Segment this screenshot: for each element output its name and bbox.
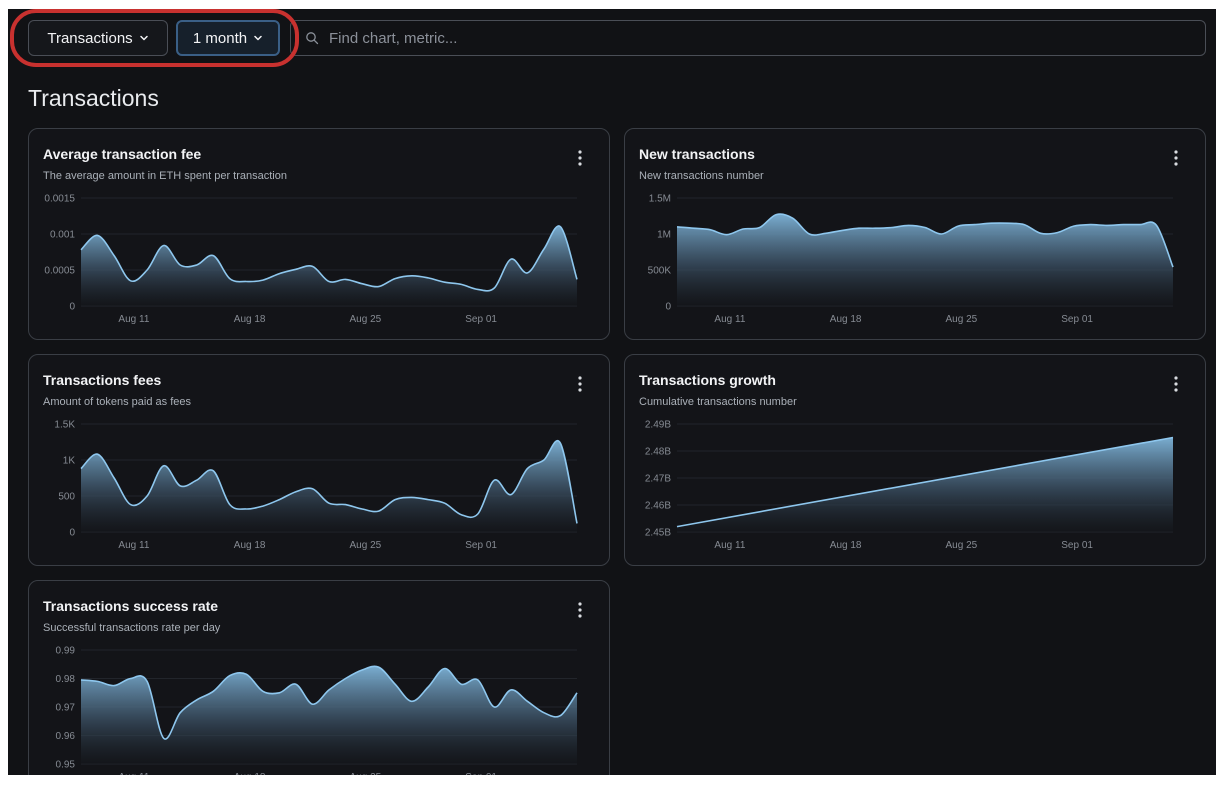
y-tick-label: 0.99 xyxy=(56,646,76,657)
app-frame: Transactions 1 month Transactions Averag… xyxy=(8,9,1216,775)
x-tick-label: Aug 11 xyxy=(118,314,149,325)
series-area xyxy=(677,437,1173,532)
series-line xyxy=(676,213,1174,268)
chart-card-transactions-success-rate: Transactions success rate Successful tra… xyxy=(28,580,610,775)
chart-transactions-success-rate: 0.95 0.96 0.97 0.98 0.99 Aug 11 Aug 18 Aug 25 Se… xyxy=(56,646,578,775)
more-options-icon[interactable] xyxy=(1173,149,1179,167)
y-tick-label: 0.95 xyxy=(56,760,76,771)
chart-card-average-transaction-fee: Average transaction fee The average amou… xyxy=(28,128,610,340)
x-tick-label: Sep 01 xyxy=(1061,314,1093,325)
x-tick-label: Aug 18 xyxy=(234,540,266,551)
x-tick-label: Aug 18 xyxy=(234,772,266,775)
toolbar: Transactions 1 month xyxy=(8,9,1216,69)
x-tick-label: Aug 18 xyxy=(830,314,862,325)
y-tick-label: 2.49B xyxy=(645,420,671,431)
page-title: Transactions xyxy=(28,85,159,111)
y-tick-label: 2.45B xyxy=(645,528,671,539)
y-tick-label: 0.0015 xyxy=(44,194,75,205)
search-input[interactable] xyxy=(329,29,1189,47)
series-area xyxy=(81,440,577,532)
y-tick-label: 0.0005 xyxy=(44,266,75,277)
card-subtitle: Cumulative transactions number xyxy=(639,396,797,408)
x-tick-label: Aug 11 xyxy=(714,540,745,551)
x-tick-label: Aug 18 xyxy=(234,314,266,325)
y-tick-label: 0.96 xyxy=(56,731,76,742)
series-line xyxy=(676,436,1174,528)
y-tick-label: 1.5M xyxy=(649,194,671,205)
chart-transactions-growth: 2.45B 2.46B 2.47B 2.48B 2.49B Aug 11 Aug 18 Aug… xyxy=(645,420,1174,551)
series-line xyxy=(80,225,578,292)
x-tick-label: Aug 25 xyxy=(350,772,382,775)
more-options-icon[interactable] xyxy=(577,375,583,393)
x-tick-label: Sep 01 xyxy=(1061,540,1093,551)
y-tick-label: 1M xyxy=(657,230,671,241)
y-tick-label: 0 xyxy=(665,302,671,313)
y-tick-label: 2.47B xyxy=(645,474,671,485)
chart-transactions-fees: 0 500 1K 1.5K Aug 11 Aug 18 Aug 25 Sep 01 xyxy=(54,420,578,551)
category-dropdown-label: Transactions xyxy=(47,29,133,47)
x-tick-label: Aug 25 xyxy=(350,540,382,551)
y-tick-label: 0 xyxy=(69,302,75,313)
y-tick-label: 0.001 xyxy=(50,230,75,241)
card-title: Transactions growth xyxy=(639,372,776,388)
y-tick-label: 1.5K xyxy=(54,420,75,431)
series-area xyxy=(81,225,577,306)
card-subtitle: New transactions number xyxy=(639,170,764,182)
more-options-icon[interactable] xyxy=(577,601,583,619)
y-tick-label: 500 xyxy=(58,492,75,503)
time-range-label: 1 month xyxy=(192,29,248,47)
x-tick-label: Aug 11 xyxy=(118,540,149,551)
x-tick-label: Sep 01 xyxy=(465,540,497,551)
x-tick-label: Sep 01 xyxy=(465,314,497,325)
chart-average-transaction-fee: 0 0.0005 0.001 0.0015 Aug 11 Aug 18 Aug 25 Sep … xyxy=(44,194,578,325)
more-options-icon[interactable] xyxy=(577,149,583,167)
x-tick-label: Aug 18 xyxy=(830,540,862,551)
card-subtitle: Amount of tokens paid as fees xyxy=(43,396,191,408)
chart-new-transactions: 0 500K 1M 1.5M Aug 11 Aug 18 Aug 25 Sep 01 xyxy=(648,194,1174,325)
x-tick-label: Aug 25 xyxy=(946,314,978,325)
time-range-dropdown[interactable]: 1 month xyxy=(176,20,280,56)
chart-card-new-transactions: New transactions New transactions number… xyxy=(624,128,1206,340)
series-area xyxy=(677,214,1173,306)
chart-card-transactions-fees: Transactions fees Amount of tokens paid … xyxy=(28,354,610,566)
y-tick-label: 0.98 xyxy=(56,674,76,685)
y-tick-label: 0.97 xyxy=(56,703,76,714)
y-tick-label: 2.48B xyxy=(645,447,671,458)
x-tick-label: Sep 01 xyxy=(465,772,497,775)
chevron-down-icon xyxy=(254,35,262,41)
x-tick-label: Aug 25 xyxy=(946,540,978,551)
x-tick-label: Aug 11 xyxy=(118,772,149,775)
more-options-icon[interactable] xyxy=(1173,375,1179,393)
search-box[interactable] xyxy=(290,20,1206,56)
x-tick-label: Aug 25 xyxy=(350,314,382,325)
y-tick-label: 1K xyxy=(63,456,76,467)
x-tick-label: Aug 11 xyxy=(714,314,745,325)
card-title: Transactions success rate xyxy=(43,598,219,614)
chart-card-transactions-growth: Transactions growth Cumulative transacti… xyxy=(624,354,1206,566)
card-title: Average transaction fee xyxy=(43,146,202,162)
card-subtitle: Successful transactions rate per day xyxy=(43,622,221,634)
y-tick-label: 2.46B xyxy=(645,501,671,512)
chevron-down-icon xyxy=(139,35,148,41)
card-subtitle: The average amount in ETH spent per tran… xyxy=(43,170,287,182)
search-icon xyxy=(306,32,319,45)
card-title: New transactions xyxy=(639,146,755,162)
series-area xyxy=(81,666,577,764)
y-tick-label: 500K xyxy=(648,266,672,277)
category-dropdown[interactable]: Transactions xyxy=(28,20,168,56)
series-line xyxy=(80,665,578,740)
series-line xyxy=(80,440,578,524)
y-tick-label: 0 xyxy=(69,528,75,539)
card-title: Transactions fees xyxy=(43,372,162,388)
